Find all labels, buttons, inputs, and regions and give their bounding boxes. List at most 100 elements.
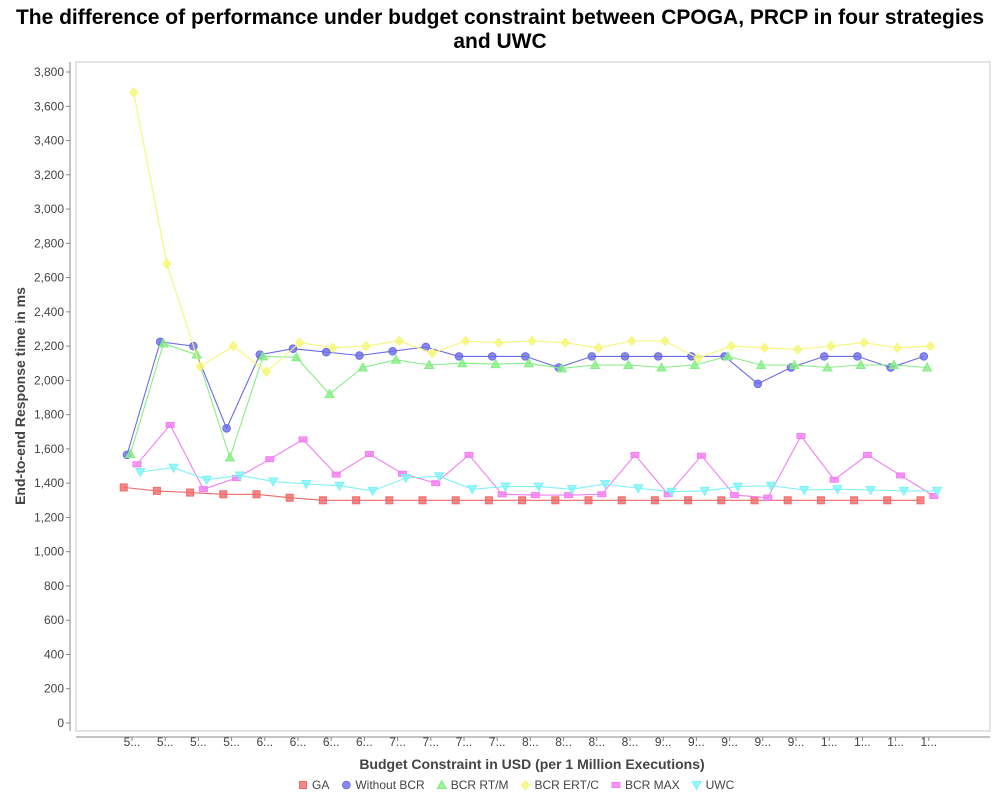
y-tick-label: 3,000 — [34, 202, 64, 216]
data-point-without-bcr — [653, 352, 663, 361]
data-point-uwc — [566, 485, 578, 495]
data-point-without-bcr — [222, 424, 231, 433]
series-bcr-ert-c — [128, 87, 936, 378]
legend-label-bcr-max: BCR MAX — [625, 778, 680, 792]
data-point-without-bcr — [753, 379, 763, 389]
data-point-ga — [152, 486, 161, 495]
plot-area — [75, 61, 991, 732]
data-point-bcr-ert-c — [427, 347, 438, 359]
data-point-bcr-rt-m — [257, 350, 269, 361]
x-tick-label: 6... — [356, 735, 373, 749]
data-point-bcr-ert-c — [660, 335, 670, 347]
data-point-uwc — [234, 471, 246, 481]
data-point-without-bcr — [521, 352, 530, 361]
legend-marker-bcr-rt-m — [436, 779, 448, 789]
data-point-bcr-ert-c — [892, 342, 902, 354]
data-point-bcr-ert-c — [494, 337, 504, 348]
legend-marker-bcr-ert-c — [520, 779, 531, 791]
data-point-ga — [518, 496, 527, 505]
x-tick-label: 7... — [389, 735, 406, 749]
data-point-bcr-ert-c — [328, 342, 338, 354]
data-point-without-bcr — [819, 352, 829, 361]
y-tick-label: 200 — [44, 682, 64, 696]
data-point-bcr-ert-c — [693, 352, 703, 364]
x-tick-label: 6... — [323, 735, 340, 749]
data-point-without-bcr — [454, 352, 464, 361]
data-point-bcr-ert-c — [261, 366, 272, 378]
data-point-bcr-ert-c — [361, 340, 371, 352]
data-point-uwc — [168, 463, 179, 474]
legend-item-ga: GA — [299, 778, 329, 792]
data-point-bcr-rt-m — [855, 359, 867, 369]
y-tick-label: 600 — [44, 613, 64, 627]
data-point-bcr-rt-m — [788, 359, 800, 369]
data-point-bcr-max — [132, 461, 142, 468]
data-point-without-bcr — [620, 352, 630, 361]
data-point-bcr-ert-c — [195, 361, 205, 372]
series-layer — [119, 87, 943, 505]
data-point-uwc — [134, 468, 146, 478]
data-point-ga — [750, 496, 759, 505]
y-tick-label: 3,600 — [34, 99, 64, 113]
data-point-bcr-ert-c — [792, 344, 803, 355]
y-axis: 0 200 400 600 800 1,000 1,200 1,400 1,600 1,800 2,… — [34, 62, 71, 731]
data-point-uwc — [699, 486, 711, 497]
data-point-bcr-max — [497, 491, 507, 498]
data-point-uwc — [832, 485, 843, 495]
data-point-bcr-rt-m — [324, 388, 335, 399]
data-point-ga — [186, 488, 195, 497]
x-tick-label: 9... — [788, 735, 805, 749]
data-point-bcr-max — [331, 471, 341, 478]
data-point-uwc — [666, 487, 677, 498]
data-point-bcr-rt-m — [191, 349, 203, 359]
data-point-bcr-max — [796, 433, 806, 440]
data-point-bcr-rt-m — [357, 361, 369, 372]
data-point-uwc — [533, 482, 545, 493]
data-point-ga — [451, 496, 460, 505]
data-point-bcr-max — [862, 451, 872, 458]
y-tick-label: 3,400 — [34, 134, 64, 148]
data-point-bcr-max — [763, 494, 773, 501]
data-point-bcr-ert-c — [726, 340, 736, 352]
data-point-bcr-rt-m — [290, 351, 302, 362]
y-tick-label: 1,600 — [34, 442, 64, 456]
data-point-uwc — [931, 486, 943, 497]
data-point-bcr-ert-c — [560, 337, 570, 348]
x-tick-label: 1... — [920, 735, 937, 749]
y-tick-label: 2,600 — [34, 271, 64, 285]
series-bcr-rt-m — [124, 338, 933, 462]
data-point-bcr-max — [431, 480, 441, 487]
data-point-bcr-max — [165, 421, 175, 428]
data-point-bcr-max — [564, 492, 574, 499]
data-point-without-bcr — [587, 352, 597, 361]
data-point-bcr-max — [630, 451, 640, 458]
data-point-bcr-ert-c — [162, 258, 172, 270]
data-point-bcr-rt-m — [656, 361, 667, 372]
x-tick-label: 5... — [190, 735, 207, 749]
data-point-ga — [285, 493, 294, 502]
data-point-bcr-max — [530, 492, 540, 499]
x-tick-label: 8... — [555, 735, 572, 749]
data-point-bcr-rt-m — [689, 359, 701, 369]
data-point-uwc — [599, 480, 611, 490]
data-point-ga — [352, 496, 361, 505]
data-point-bcr-ert-c — [228, 340, 238, 352]
x-axis: 5... 5... 5... 5... 6... 6... 6... 6... 7... 7...… — [76, 735, 990, 749]
legend-label-ga: GA — [312, 778, 329, 792]
y-tick-label: 2,000 — [34, 373, 64, 387]
data-point-uwc — [334, 481, 345, 492]
data-point-uwc — [400, 474, 412, 484]
data-point-ga — [783, 496, 792, 505]
data-point-uwc — [632, 484, 644, 494]
y-tick-label: 400 — [44, 647, 64, 661]
data-point-uwc — [732, 482, 744, 493]
data-point-bcr-rt-m — [158, 338, 169, 348]
data-point-ga — [252, 490, 261, 499]
data-point-bcr-ert-c — [460, 335, 471, 347]
chart-title-line-2: and UWC — [453, 30, 546, 53]
legend-marker-uwc — [691, 781, 702, 791]
x-tick-label: 5... — [124, 735, 141, 749]
data-point-ga — [119, 483, 128, 492]
x-tick-label: 1... — [854, 735, 871, 749]
data-point-uwc — [798, 486, 810, 496]
